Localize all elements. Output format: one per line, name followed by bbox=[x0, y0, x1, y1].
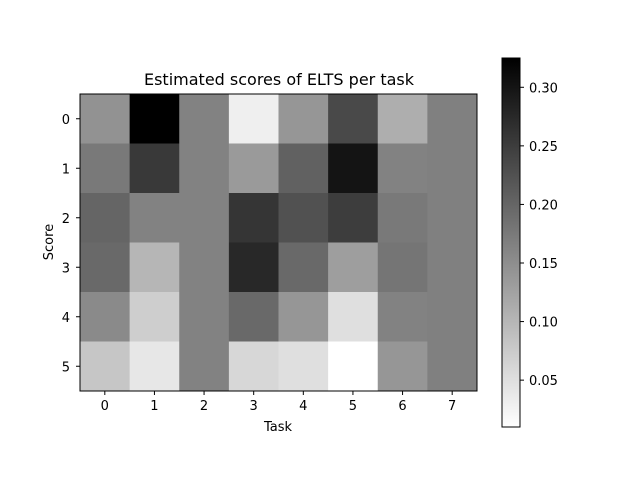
y-tick-label: 1 bbox=[62, 162, 70, 177]
heatmap-cell bbox=[80, 143, 131, 194]
heatmap-cell bbox=[179, 143, 230, 194]
heatmap-cell bbox=[427, 341, 478, 392]
y-tick-label: 2 bbox=[62, 212, 70, 227]
heatmap-cell bbox=[377, 292, 428, 342]
heatmap-cell bbox=[228, 143, 279, 194]
heatmap-cell bbox=[278, 292, 329, 342]
x-tick-label: 5 bbox=[349, 399, 357, 414]
heatmap-cell bbox=[328, 292, 379, 342]
heatmap-cell bbox=[278, 193, 329, 243]
heatmap-cell bbox=[80, 242, 131, 293]
heatmap-cell bbox=[328, 341, 379, 392]
heatmap-cell bbox=[179, 242, 230, 293]
heatmap-cell bbox=[278, 94, 329, 144]
heatmap-cell bbox=[228, 292, 279, 342]
colorbar-tick-label: 0.15 bbox=[529, 257, 558, 272]
heatmap-cell bbox=[129, 193, 180, 243]
heatmap-cell bbox=[278, 341, 329, 392]
y-tick-label: 0 bbox=[62, 113, 70, 128]
heatmap-frame bbox=[79, 93, 478, 392]
colorbar-tick-label: 0.25 bbox=[529, 140, 558, 155]
heatmap-cell bbox=[427, 143, 478, 194]
heatmap-cell bbox=[328, 143, 379, 194]
colorbar-tick-label: 0.05 bbox=[529, 374, 558, 389]
y-axis-ticks: 0 1 2 3 4 5 bbox=[62, 113, 80, 375]
heatmap-cell bbox=[179, 292, 230, 342]
heatmap-cell bbox=[80, 94, 131, 144]
heatmap-cell bbox=[278, 242, 329, 293]
x-tick-label: 1 bbox=[150, 399, 158, 414]
heatmap-cell bbox=[179, 193, 230, 243]
heatmap-cell bbox=[179, 341, 230, 392]
colorbar-gradient bbox=[501, 57, 521, 428]
colorbar-tick-label: 0.30 bbox=[529, 81, 558, 96]
heatmap-cell bbox=[129, 94, 180, 144]
y-tick-label: 3 bbox=[62, 261, 70, 276]
heatmap-cell bbox=[228, 242, 279, 293]
colorbar-tick-label: 0.10 bbox=[529, 316, 558, 331]
heatmap-cell bbox=[427, 292, 478, 342]
heatmap-cell bbox=[328, 94, 379, 144]
x-tick-label: 4 bbox=[299, 399, 307, 414]
y-tick-label: 5 bbox=[62, 360, 70, 375]
heatmap-cell bbox=[228, 193, 279, 243]
heatmap-cell bbox=[377, 242, 428, 293]
heatmap-cell bbox=[328, 242, 379, 293]
y-tick-label: 4 bbox=[62, 311, 70, 326]
heatmap-cell bbox=[80, 341, 131, 392]
heatmap-cell bbox=[377, 193, 428, 243]
heatmap-cell bbox=[129, 292, 180, 342]
heatmap-cells bbox=[80, 94, 478, 392]
heatmap-cell bbox=[427, 242, 478, 293]
heatmap-cell bbox=[228, 341, 279, 392]
heatmap-cell bbox=[129, 242, 180, 293]
heatmap-cell bbox=[228, 94, 279, 144]
y-axis-label: Score bbox=[42, 224, 57, 260]
x-tick-label: 7 bbox=[448, 399, 456, 414]
colorbar-tick-label: 0.20 bbox=[529, 198, 558, 213]
x-tick-label: 6 bbox=[398, 399, 406, 414]
heatmap-cell bbox=[129, 341, 180, 392]
chart-title: Estimated scores of ELTS per task bbox=[144, 70, 415, 89]
heatmap-cell bbox=[377, 94, 428, 144]
heatmap-cell bbox=[377, 341, 428, 392]
heatmap-cell bbox=[278, 143, 329, 194]
heatmap-cell bbox=[80, 292, 131, 342]
heatmap-cell bbox=[377, 143, 428, 194]
x-tick-label: 3 bbox=[250, 399, 258, 414]
x-tick-label: 2 bbox=[200, 399, 208, 414]
heatmap-cell bbox=[328, 193, 379, 243]
heatmap-cell bbox=[427, 94, 478, 144]
colorbar: 0.05 0.10 0.15 0.20 0.25 0.30 bbox=[501, 57, 558, 428]
x-axis-ticks: 0 1 2 3 4 5 6 7 bbox=[101, 391, 456, 414]
heatmap-cell bbox=[179, 94, 230, 144]
heatmap-cell bbox=[129, 143, 180, 194]
x-axis-label: Task bbox=[263, 420, 293, 435]
heatmap-cell bbox=[427, 193, 478, 243]
heatmap-cell bbox=[80, 193, 131, 243]
x-tick-label: 0 bbox=[101, 399, 109, 414]
